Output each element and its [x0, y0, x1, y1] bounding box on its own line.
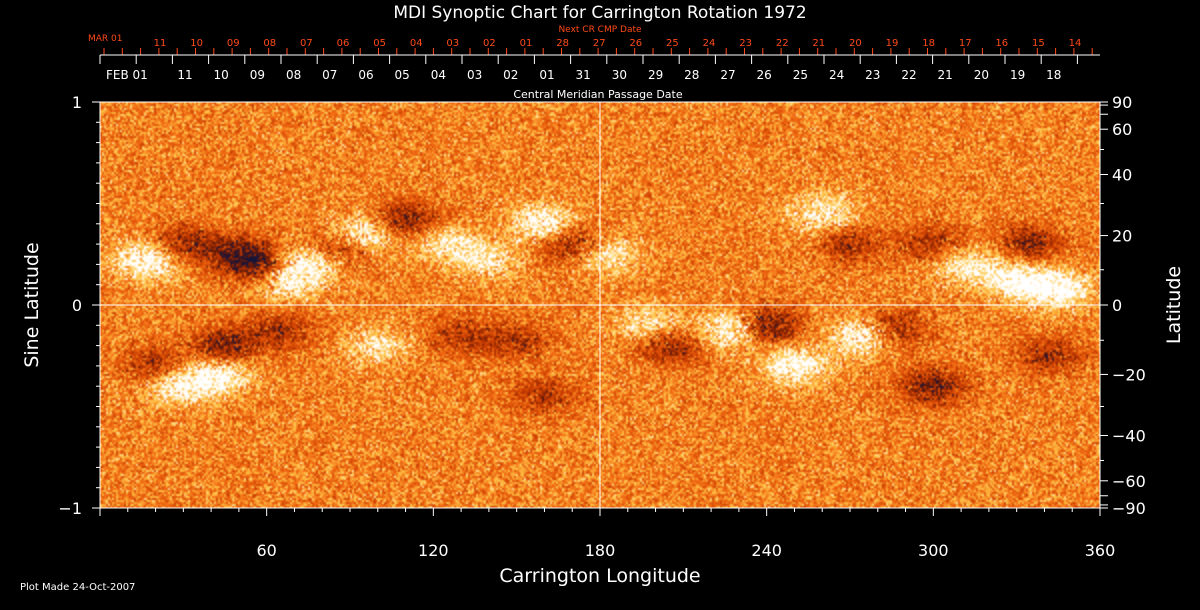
- next-date-label: 28: [556, 38, 569, 49]
- y-left-tick-label: 1: [72, 93, 82, 112]
- cmp-date-label: 10: [214, 68, 229, 82]
- y-right-tick-label: 40: [1112, 166, 1132, 185]
- next-date-label: 20: [849, 38, 862, 49]
- y-right-tick-label: 60: [1112, 120, 1132, 139]
- cmp-date-label: 06: [358, 68, 373, 82]
- next-date-label: 05: [373, 38, 386, 49]
- x-tick-label: 60: [256, 541, 276, 560]
- y-right-tick-label: −90: [1112, 499, 1146, 518]
- cmp-date-label: 26: [757, 68, 772, 82]
- cmp-date-label: 02: [503, 68, 518, 82]
- next-date-label: 16: [995, 38, 1008, 49]
- cmp-date-label: 08: [286, 68, 301, 82]
- next-date-label: 11: [154, 38, 167, 49]
- x-tick-label: 120: [418, 541, 449, 560]
- cmp-date-label: 22: [901, 68, 916, 82]
- cmp-axis: 11 10 09 08 07 06 05 04 03 02 01 31 30 29 28 27 26 25 24 23…: [99, 55, 1078, 82]
- y-right-tick-label: 0: [1112, 296, 1122, 315]
- y-right-tick-label: 20: [1112, 227, 1132, 246]
- plot-made-label: Plot Made 24-Oct-2007: [20, 582, 135, 593]
- cmp-date-label: 11: [177, 68, 192, 82]
- cmp-date-label: 24: [829, 68, 844, 82]
- cmp-date-label: 03: [467, 68, 482, 82]
- next-date-label: 06: [337, 38, 350, 49]
- next-date-label: 04: [410, 38, 423, 49]
- next-date-label: 09: [227, 38, 240, 49]
- next-date-label: 02: [483, 38, 496, 49]
- x-axis-label: Carrington Longitude: [499, 565, 700, 587]
- cmp-date-label: 30: [612, 68, 627, 82]
- cmp-date-label: 31: [576, 68, 591, 82]
- next-date-label: 21: [812, 38, 825, 49]
- next-date-label: 01: [520, 38, 533, 49]
- next-axis: 11 10 09 08 07 06 05 04 03 02 01 28 27 26 25 24 23 22 21 20…: [103, 38, 1093, 55]
- y-right-tick-label: −60: [1112, 472, 1146, 491]
- next-date-label: 07: [300, 38, 313, 49]
- y-right-tick-label: 90: [1112, 93, 1132, 112]
- x-tick-label: 180: [585, 541, 616, 560]
- next-date-label: 27: [593, 38, 606, 49]
- y-axis-right: 90 60 40 20 0 −20 −40 −60 −90: [1100, 93, 1146, 518]
- cmp-date-label: 25: [793, 68, 808, 82]
- cmp-date-label: 05: [395, 68, 410, 82]
- cmp-date-label: 01: [539, 68, 554, 82]
- next-date-label: 15: [1032, 38, 1045, 49]
- y-left-tick-label: −1: [58, 499, 82, 518]
- cmp-date-label: 04: [431, 68, 446, 82]
- y-left-tick-label: 0: [72, 296, 82, 315]
- next-date-label: 26: [629, 38, 642, 49]
- y-right-tick-label: −20: [1112, 365, 1146, 384]
- y-axis-left-label: Sine Latitude: [21, 242, 43, 367]
- cmp-date-label: 23: [865, 68, 880, 82]
- next-date-label: 19: [886, 38, 899, 49]
- cmp-date-label: 29: [648, 68, 663, 82]
- cmp-date-label: 18: [1046, 68, 1061, 82]
- cmp-axis-start-label: FEB 01: [106, 68, 148, 82]
- chart-title: MDI Synoptic Chart for Carrington Rotati…: [393, 3, 806, 23]
- x-tick-label: 300: [918, 541, 949, 560]
- cmp-date-label: 09: [250, 68, 265, 82]
- next-date-label: 25: [666, 38, 679, 49]
- x-tick-label: 240: [751, 541, 782, 560]
- next-date-label: 08: [263, 38, 276, 49]
- next-date-label: 24: [703, 38, 716, 49]
- next-date-label: 10: [190, 38, 203, 49]
- next-date-label: 14: [1069, 38, 1082, 49]
- cmp-date-label: 28: [684, 68, 699, 82]
- y-right-tick-label: −40: [1112, 426, 1146, 445]
- next-date-label: 23: [739, 38, 752, 49]
- next-date-label: 18: [922, 38, 935, 49]
- cmp-date-label: 07: [322, 68, 337, 82]
- x-tick-label: 360: [1085, 541, 1116, 560]
- y-axis-left: 1 0 −1: [58, 93, 100, 518]
- y-axis-right-label: Latitude: [1163, 266, 1185, 344]
- cmp-date-label: 21: [938, 68, 953, 82]
- next-date-label: 17: [959, 38, 972, 49]
- next-date-label: 03: [446, 38, 459, 49]
- next-axis-label: Next CR CMP Date: [558, 25, 642, 35]
- cmp-date-label: 20: [974, 68, 989, 82]
- x-axis: 60 120 180 240 300 360: [99, 508, 1116, 560]
- next-date-label: 22: [776, 38, 789, 49]
- cmp-date-label: 27: [720, 68, 735, 82]
- cmp-date-label: 19: [1010, 68, 1025, 82]
- next-axis-start-label: MAR 01: [88, 34, 123, 44]
- cmp-axis-label: Central Meridian Passage Date: [513, 88, 682, 101]
